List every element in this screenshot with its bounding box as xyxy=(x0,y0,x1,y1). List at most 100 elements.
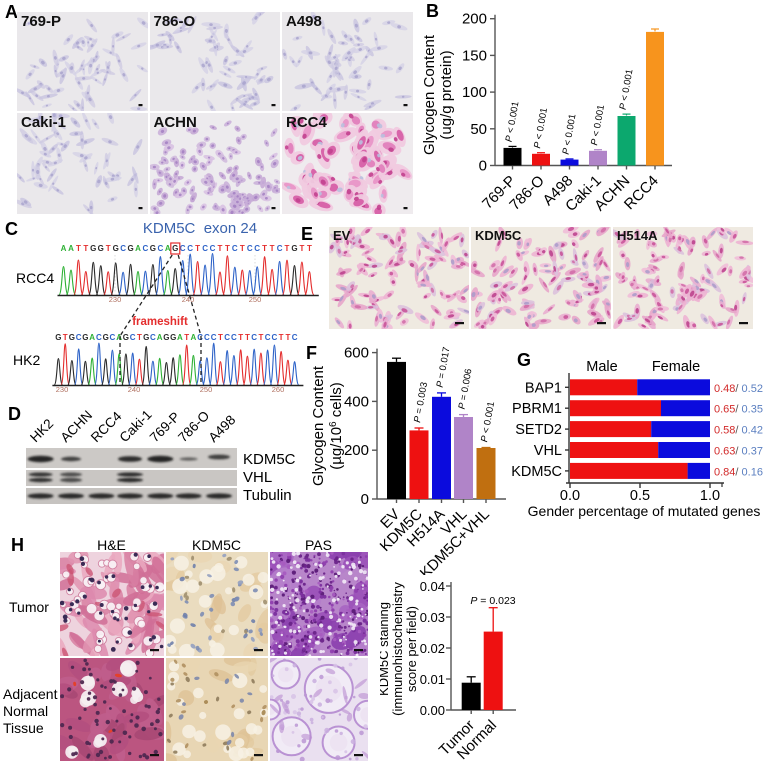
svg-text:T: T xyxy=(270,244,275,253)
svg-text:G: G xyxy=(55,333,61,342)
svg-text:G: G xyxy=(291,244,297,253)
svg-text:T: T xyxy=(285,333,290,342)
svg-text:T: T xyxy=(307,244,312,253)
svg-text:A: A xyxy=(191,333,197,342)
svg-text:786-O: 786-O xyxy=(175,408,212,445)
svg-text:1.0: 1.0 xyxy=(700,488,720,504)
svg-text:C: C xyxy=(180,244,186,253)
svg-text:C: C xyxy=(211,333,217,342)
svg-text:Female: Female xyxy=(652,359,700,375)
svg-text:G: G xyxy=(69,333,75,342)
svg-text:VHL: VHL xyxy=(243,469,272,486)
svg-text:P < 0.001: P < 0.001 xyxy=(479,401,497,443)
svg-text:Tubulin: Tubulin xyxy=(243,487,292,504)
svg-text:KDM5C exon 24: KDM5C exon 24 xyxy=(143,220,257,237)
svg-text:P < 0.001: P < 0.001 xyxy=(618,68,636,110)
svg-text:0.63/ 0.37: 0.63/ 0.37 xyxy=(714,446,763,458)
svg-text:150: 150 xyxy=(462,47,487,64)
svg-text:G: G xyxy=(170,333,176,342)
svg-text:Glycogen Content: Glycogen Content xyxy=(421,34,438,155)
svg-text:Gender percentage of mutated g: Gender percentage of mutated genes xyxy=(528,503,761,519)
svg-text:VHL: VHL xyxy=(534,443,562,459)
svg-text:C: C xyxy=(202,244,208,253)
svg-text:PBRM1: PBRM1 xyxy=(512,401,562,417)
svg-text:(ug/g protein): (ug/g protein) xyxy=(438,50,455,139)
svg-text:0.00: 0.00 xyxy=(420,703,445,718)
svg-text:0.5: 0.5 xyxy=(630,488,650,504)
svg-text:0.48/ 0.52: 0.48/ 0.52 xyxy=(714,383,763,395)
svg-text:0.02: 0.02 xyxy=(420,641,445,656)
svg-text:G: G xyxy=(103,333,109,342)
svg-text:T: T xyxy=(218,244,223,253)
svg-text:100: 100 xyxy=(462,84,487,101)
svg-text:C: C xyxy=(272,333,278,342)
svg-text:C: C xyxy=(150,333,156,342)
svg-text:50: 50 xyxy=(470,121,487,138)
svg-text:C: C xyxy=(231,333,237,342)
svg-text:KDM5C: KDM5C xyxy=(511,464,562,480)
svg-text:0.03: 0.03 xyxy=(420,610,445,625)
svg-text:T: T xyxy=(238,333,243,342)
svg-text:A: A xyxy=(116,333,122,342)
svg-text:P < 0.001: P < 0.001 xyxy=(504,101,522,143)
svg-text:Glycogen Content: Glycogen Content xyxy=(310,365,327,486)
svg-text:T: T xyxy=(299,244,304,253)
svg-text:C: C xyxy=(210,244,216,253)
svg-text:600: 600 xyxy=(344,345,369,362)
svg-text:230: 230 xyxy=(109,295,122,304)
svg-text:T: T xyxy=(83,244,88,253)
svg-text:250: 250 xyxy=(200,385,213,394)
svg-text:A: A xyxy=(177,333,183,342)
svg-text:C: C xyxy=(247,244,253,253)
svg-text:0: 0 xyxy=(479,158,487,175)
svg-text:A: A xyxy=(165,244,171,253)
svg-text:T: T xyxy=(262,244,267,253)
svg-text:0.0: 0.0 xyxy=(560,488,580,504)
svg-text:240: 240 xyxy=(182,295,195,304)
svg-text:T: T xyxy=(137,333,142,342)
svg-text:P = 0.003: P = 0.003 xyxy=(412,381,430,423)
svg-text:0: 0 xyxy=(361,491,369,508)
svg-text:(immunohistochemistry: (immunohistochemistry xyxy=(390,582,405,716)
svg-text:(µg/106 cells): (µg/106 cells) xyxy=(328,382,345,470)
svg-text:200: 200 xyxy=(462,11,487,28)
svg-text:C: C xyxy=(251,333,257,342)
svg-text:769-P: 769-P xyxy=(147,409,183,445)
svg-text:0.65/ 0.35: 0.65/ 0.35 xyxy=(714,404,763,416)
svg-text:T: T xyxy=(285,244,290,253)
svg-text:C: C xyxy=(120,244,126,253)
svg-text:250: 250 xyxy=(249,295,262,304)
svg-text:C: C xyxy=(254,244,260,253)
svg-text:G: G xyxy=(163,333,169,342)
svg-text:BAP1: BAP1 xyxy=(525,380,562,396)
svg-text:400: 400 xyxy=(344,393,369,410)
svg-text:HK2: HK2 xyxy=(13,352,40,368)
svg-text:G: G xyxy=(172,244,178,253)
svg-text:G: G xyxy=(127,244,133,253)
svg-text:G: G xyxy=(150,244,156,253)
svg-text:P < 0.001: P < 0.001 xyxy=(561,113,579,155)
svg-text:Male: Male xyxy=(586,359,617,375)
svg-text:P = 0.006: P = 0.006 xyxy=(457,368,475,410)
svg-text:T: T xyxy=(218,333,223,342)
svg-text:P = 0.023: P = 0.023 xyxy=(470,595,515,607)
svg-text:T: T xyxy=(76,244,81,253)
svg-text:0.84/ 0.16: 0.84/ 0.16 xyxy=(714,466,763,478)
svg-text:C: C xyxy=(130,333,136,342)
svg-text:T: T xyxy=(279,333,284,342)
svg-text:C: C xyxy=(292,333,298,342)
svg-text:A: A xyxy=(89,333,95,342)
svg-text:C: C xyxy=(143,244,149,253)
svg-text:T: T xyxy=(184,333,189,342)
svg-text:KDM5C staining: KDM5C staining xyxy=(380,602,391,696)
svg-text:A: A xyxy=(135,244,141,253)
svg-text:200: 200 xyxy=(344,442,369,459)
svg-text:240: 240 xyxy=(128,385,141,394)
svg-text:C: C xyxy=(265,333,271,342)
svg-text:HK2: HK2 xyxy=(27,416,56,445)
svg-text:A: A xyxy=(61,244,67,253)
svg-text:C: C xyxy=(232,244,238,253)
svg-text:T: T xyxy=(63,333,68,342)
svg-text:C: C xyxy=(158,244,164,253)
svg-text:C: C xyxy=(197,333,203,342)
